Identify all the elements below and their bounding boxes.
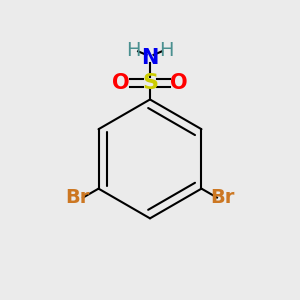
Text: N: N [141,48,159,68]
Text: O: O [170,73,188,93]
Text: Br: Br [65,188,90,207]
Text: H: H [159,41,174,60]
Text: S: S [142,73,158,93]
Text: O: O [112,73,130,93]
Text: H: H [126,41,141,60]
Text: Br: Br [210,188,235,207]
